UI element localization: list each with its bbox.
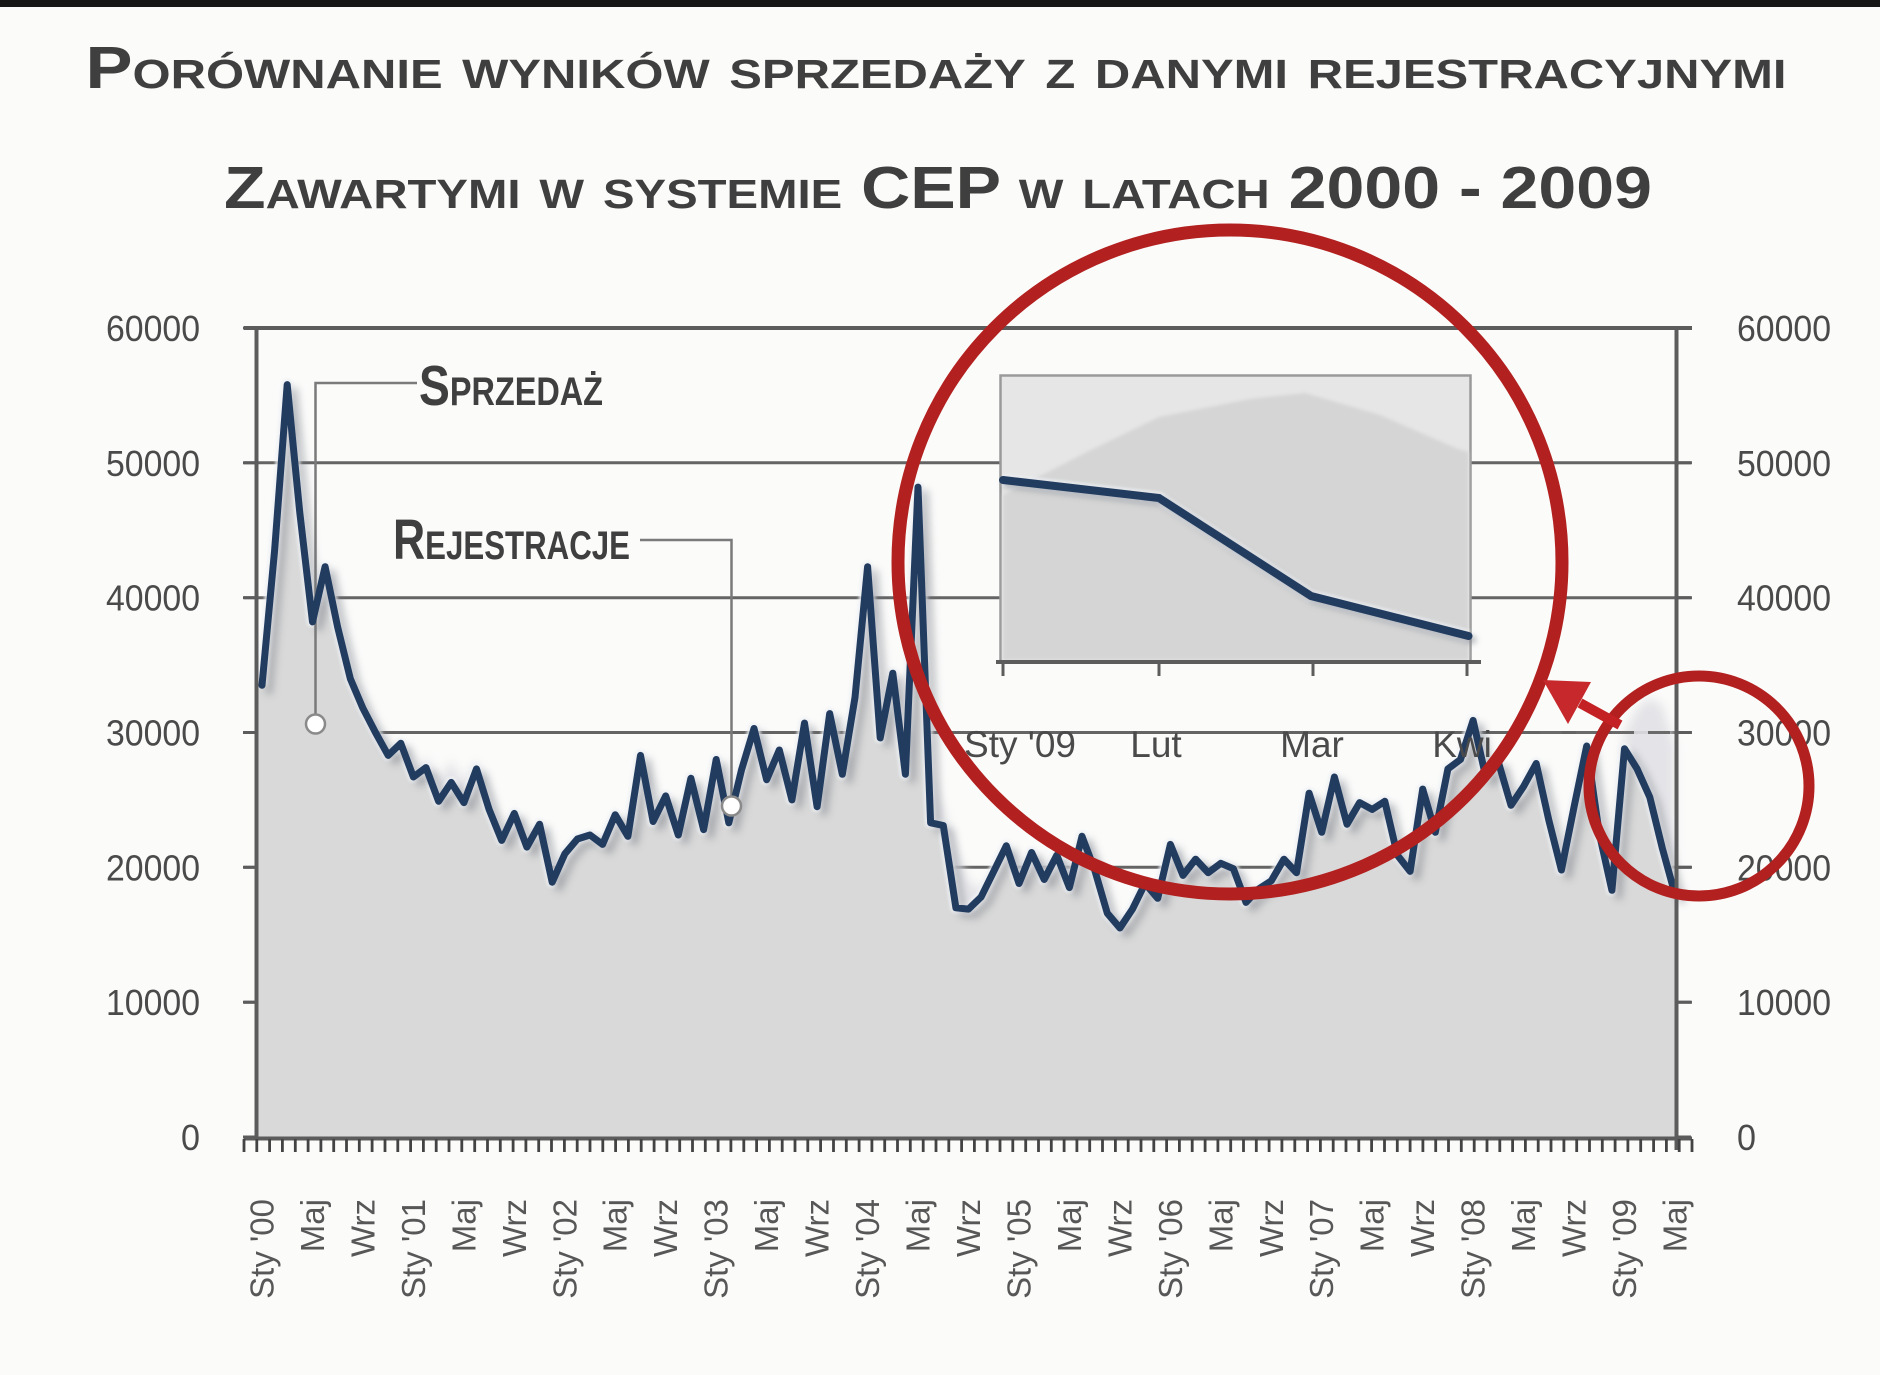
- svg-text:Porównanie wyników sprzedaży z: Porównanie wyników sprzedaży z danymi re…: [86, 35, 1787, 101]
- svg-text:Maj: Maj: [1657, 1199, 1694, 1252]
- svg-text:Maj: Maj: [900, 1199, 937, 1252]
- svg-text:Sty '02: Sty '02: [546, 1199, 583, 1299]
- svg-text:Wrz: Wrz: [950, 1199, 987, 1257]
- svg-text:Wrz: Wrz: [1556, 1199, 1593, 1257]
- svg-text:Wrz: Wrz: [799, 1199, 836, 1257]
- svg-text:Maj: Maj: [294, 1199, 331, 1252]
- svg-text:Sty '01: Sty '01: [395, 1199, 432, 1299]
- svg-text:40000: 40000: [1737, 578, 1831, 619]
- svg-text:Sty '05: Sty '05: [1001, 1199, 1038, 1299]
- svg-text:10000: 10000: [106, 982, 200, 1023]
- svg-text:40000: 40000: [106, 578, 200, 619]
- svg-text:0: 0: [1737, 1117, 1756, 1158]
- svg-text:Sty '09: Sty '09: [1606, 1199, 1643, 1299]
- svg-text:Lut: Lut: [1130, 724, 1182, 765]
- svg-text:Sty '04: Sty '04: [849, 1199, 886, 1299]
- svg-text:Maj: Maj: [1202, 1199, 1239, 1252]
- svg-text:Sty '08: Sty '08: [1455, 1199, 1492, 1299]
- svg-text:Zawartymi w systemie CEP w lat: Zawartymi w systemie CEP w latach 2000 -…: [224, 155, 1652, 221]
- svg-text:Maj: Maj: [597, 1199, 634, 1252]
- svg-text:Sprzedaż: Sprzedaż: [419, 354, 603, 418]
- svg-text:Wrz: Wrz: [344, 1199, 381, 1257]
- svg-text:Wrz: Wrz: [1404, 1199, 1441, 1257]
- svg-text:Wrz: Wrz: [647, 1199, 684, 1257]
- svg-text:Wrz: Wrz: [1101, 1199, 1138, 1257]
- svg-text:Kwi: Kwi: [1432, 724, 1492, 765]
- svg-text:0: 0: [181, 1117, 200, 1158]
- svg-text:Maj: Maj: [1505, 1199, 1542, 1252]
- svg-text:Sty '00: Sty '00: [244, 1199, 281, 1299]
- svg-text:30000: 30000: [106, 713, 200, 754]
- svg-text:Sty '07: Sty '07: [1303, 1199, 1340, 1299]
- svg-text:Wrz: Wrz: [1253, 1199, 1290, 1257]
- svg-text:10000: 10000: [1737, 982, 1831, 1023]
- svg-text:Maj: Maj: [445, 1199, 482, 1252]
- svg-text:Wrz: Wrz: [496, 1199, 533, 1257]
- svg-text:Sty '09: Sty '09: [964, 724, 1076, 765]
- svg-text:60000: 60000: [106, 308, 200, 349]
- svg-text:Sty '03: Sty '03: [698, 1199, 735, 1299]
- svg-text:Maj: Maj: [748, 1199, 785, 1252]
- svg-text:Maj: Maj: [1051, 1199, 1088, 1252]
- svg-text:Sty '06: Sty '06: [1152, 1199, 1189, 1299]
- svg-text:Maj: Maj: [1354, 1199, 1391, 1252]
- svg-text:50000: 50000: [106, 443, 200, 484]
- svg-text:Rejestracje: Rejestracje: [393, 508, 630, 572]
- svg-text:60000: 60000: [1737, 308, 1831, 349]
- svg-text:50000: 50000: [1737, 443, 1831, 484]
- svg-text:20000: 20000: [106, 847, 200, 888]
- svg-text:Mar: Mar: [1280, 724, 1344, 765]
